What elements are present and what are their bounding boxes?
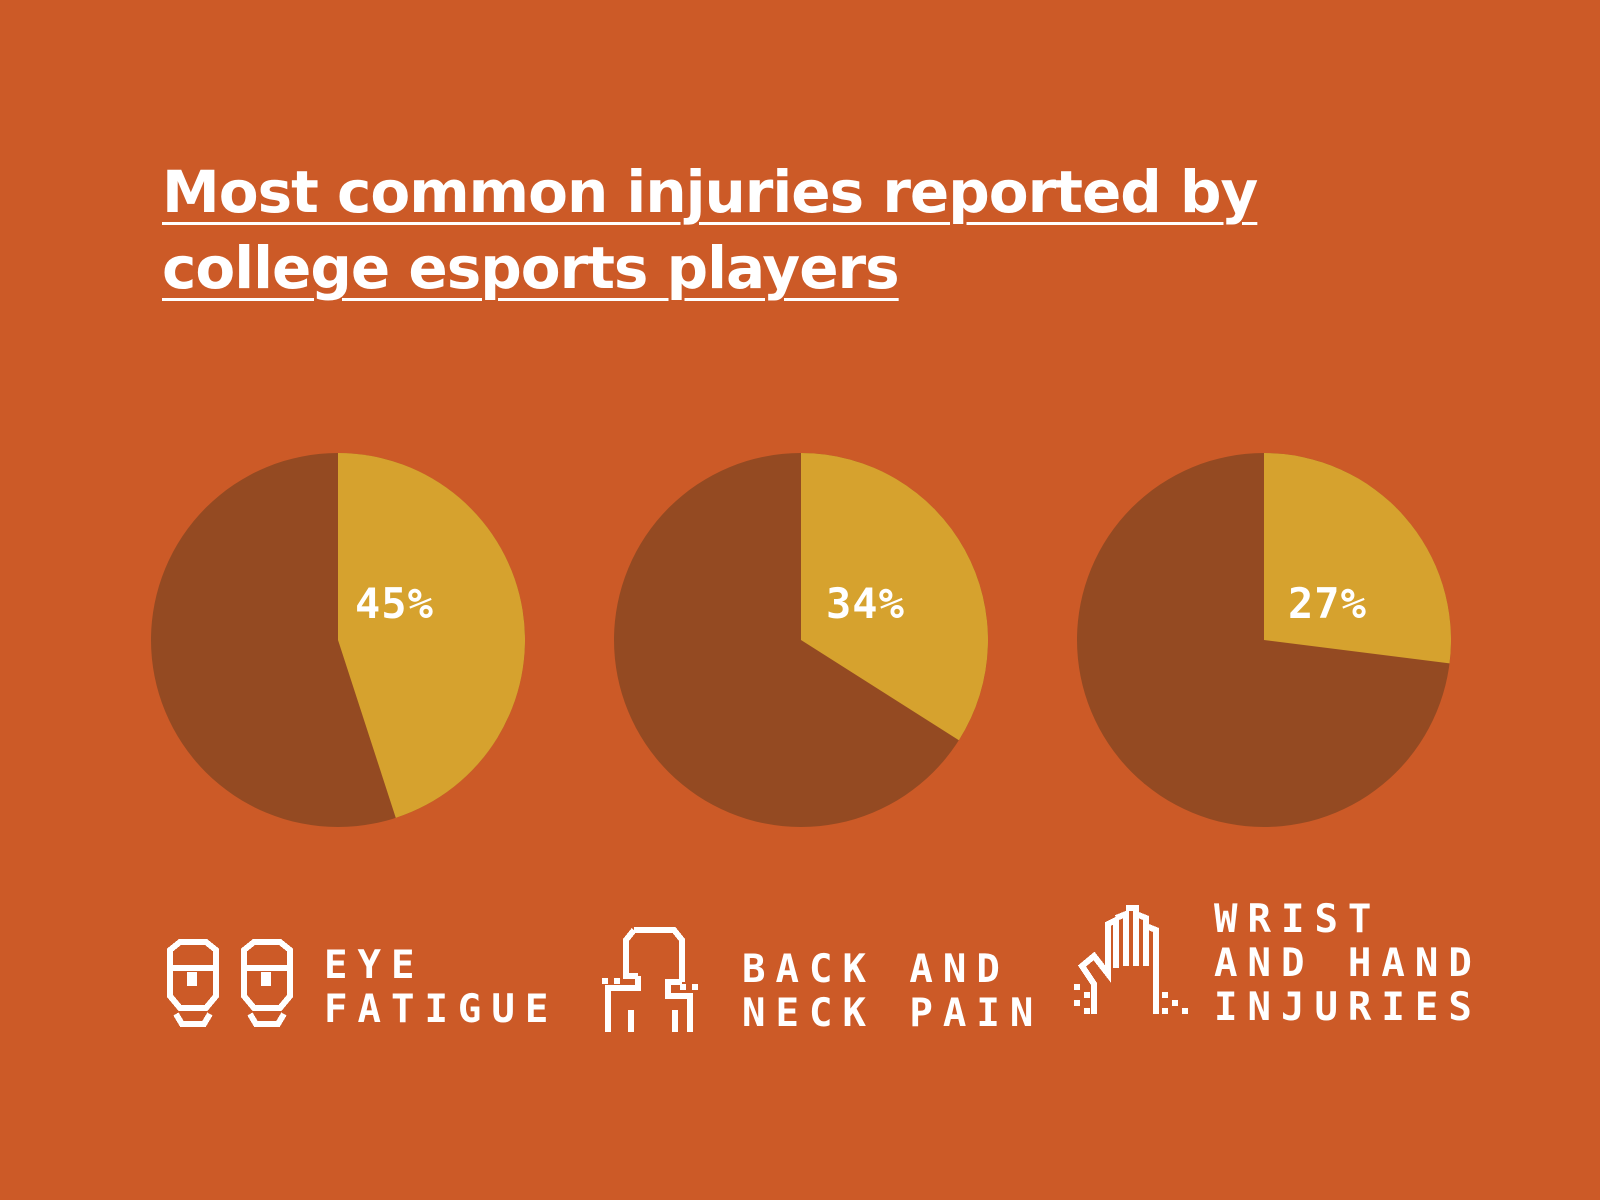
- legend-line: INJURIES: [1214, 985, 1482, 1030]
- legend-line: EYE: [324, 943, 425, 988]
- hand-icon: [1074, 905, 1188, 1014]
- legend-label-back-neck-pain: BACK AND NECK PAIN: [742, 948, 1043, 1036]
- legend-label-eye-fatigue: EYE FATIGUE: [324, 944, 558, 1032]
- legend-line: BACK AND: [742, 947, 1010, 992]
- pie-2-remainder-slice: [614, 453, 988, 827]
- pie-3-remainder-slice: [1077, 453, 1451, 827]
- legend-line: FATIGUE: [324, 987, 559, 1032]
- pie-3-value-slice: [1264, 453, 1451, 664]
- pie-1-remainder-slice: [151, 453, 525, 827]
- legend-label-wrist-hand-injuries: WRIST AND HAND INJURIES: [1214, 898, 1482, 1030]
- legend-line: AND HAND: [1214, 941, 1482, 986]
- legend-line: WRIST: [1214, 897, 1382, 942]
- pie-2-value-label: 34%: [826, 579, 905, 628]
- person-back-icon: [602, 927, 698, 1032]
- pie-3-value-label: 27%: [1288, 579, 1367, 628]
- eyes-icon: [167, 939, 293, 1027]
- chart-title: Most common injuries reported by college…: [162, 154, 1302, 306]
- title-line-1: Most common injuries reported by: [162, 158, 1258, 226]
- pie-1-value-slice: [338, 453, 526, 818]
- legend-line: NECK PAIN: [742, 991, 1044, 1036]
- title-line-2: college esports players: [162, 234, 900, 302]
- pie-1-value-label: 45%: [355, 579, 434, 628]
